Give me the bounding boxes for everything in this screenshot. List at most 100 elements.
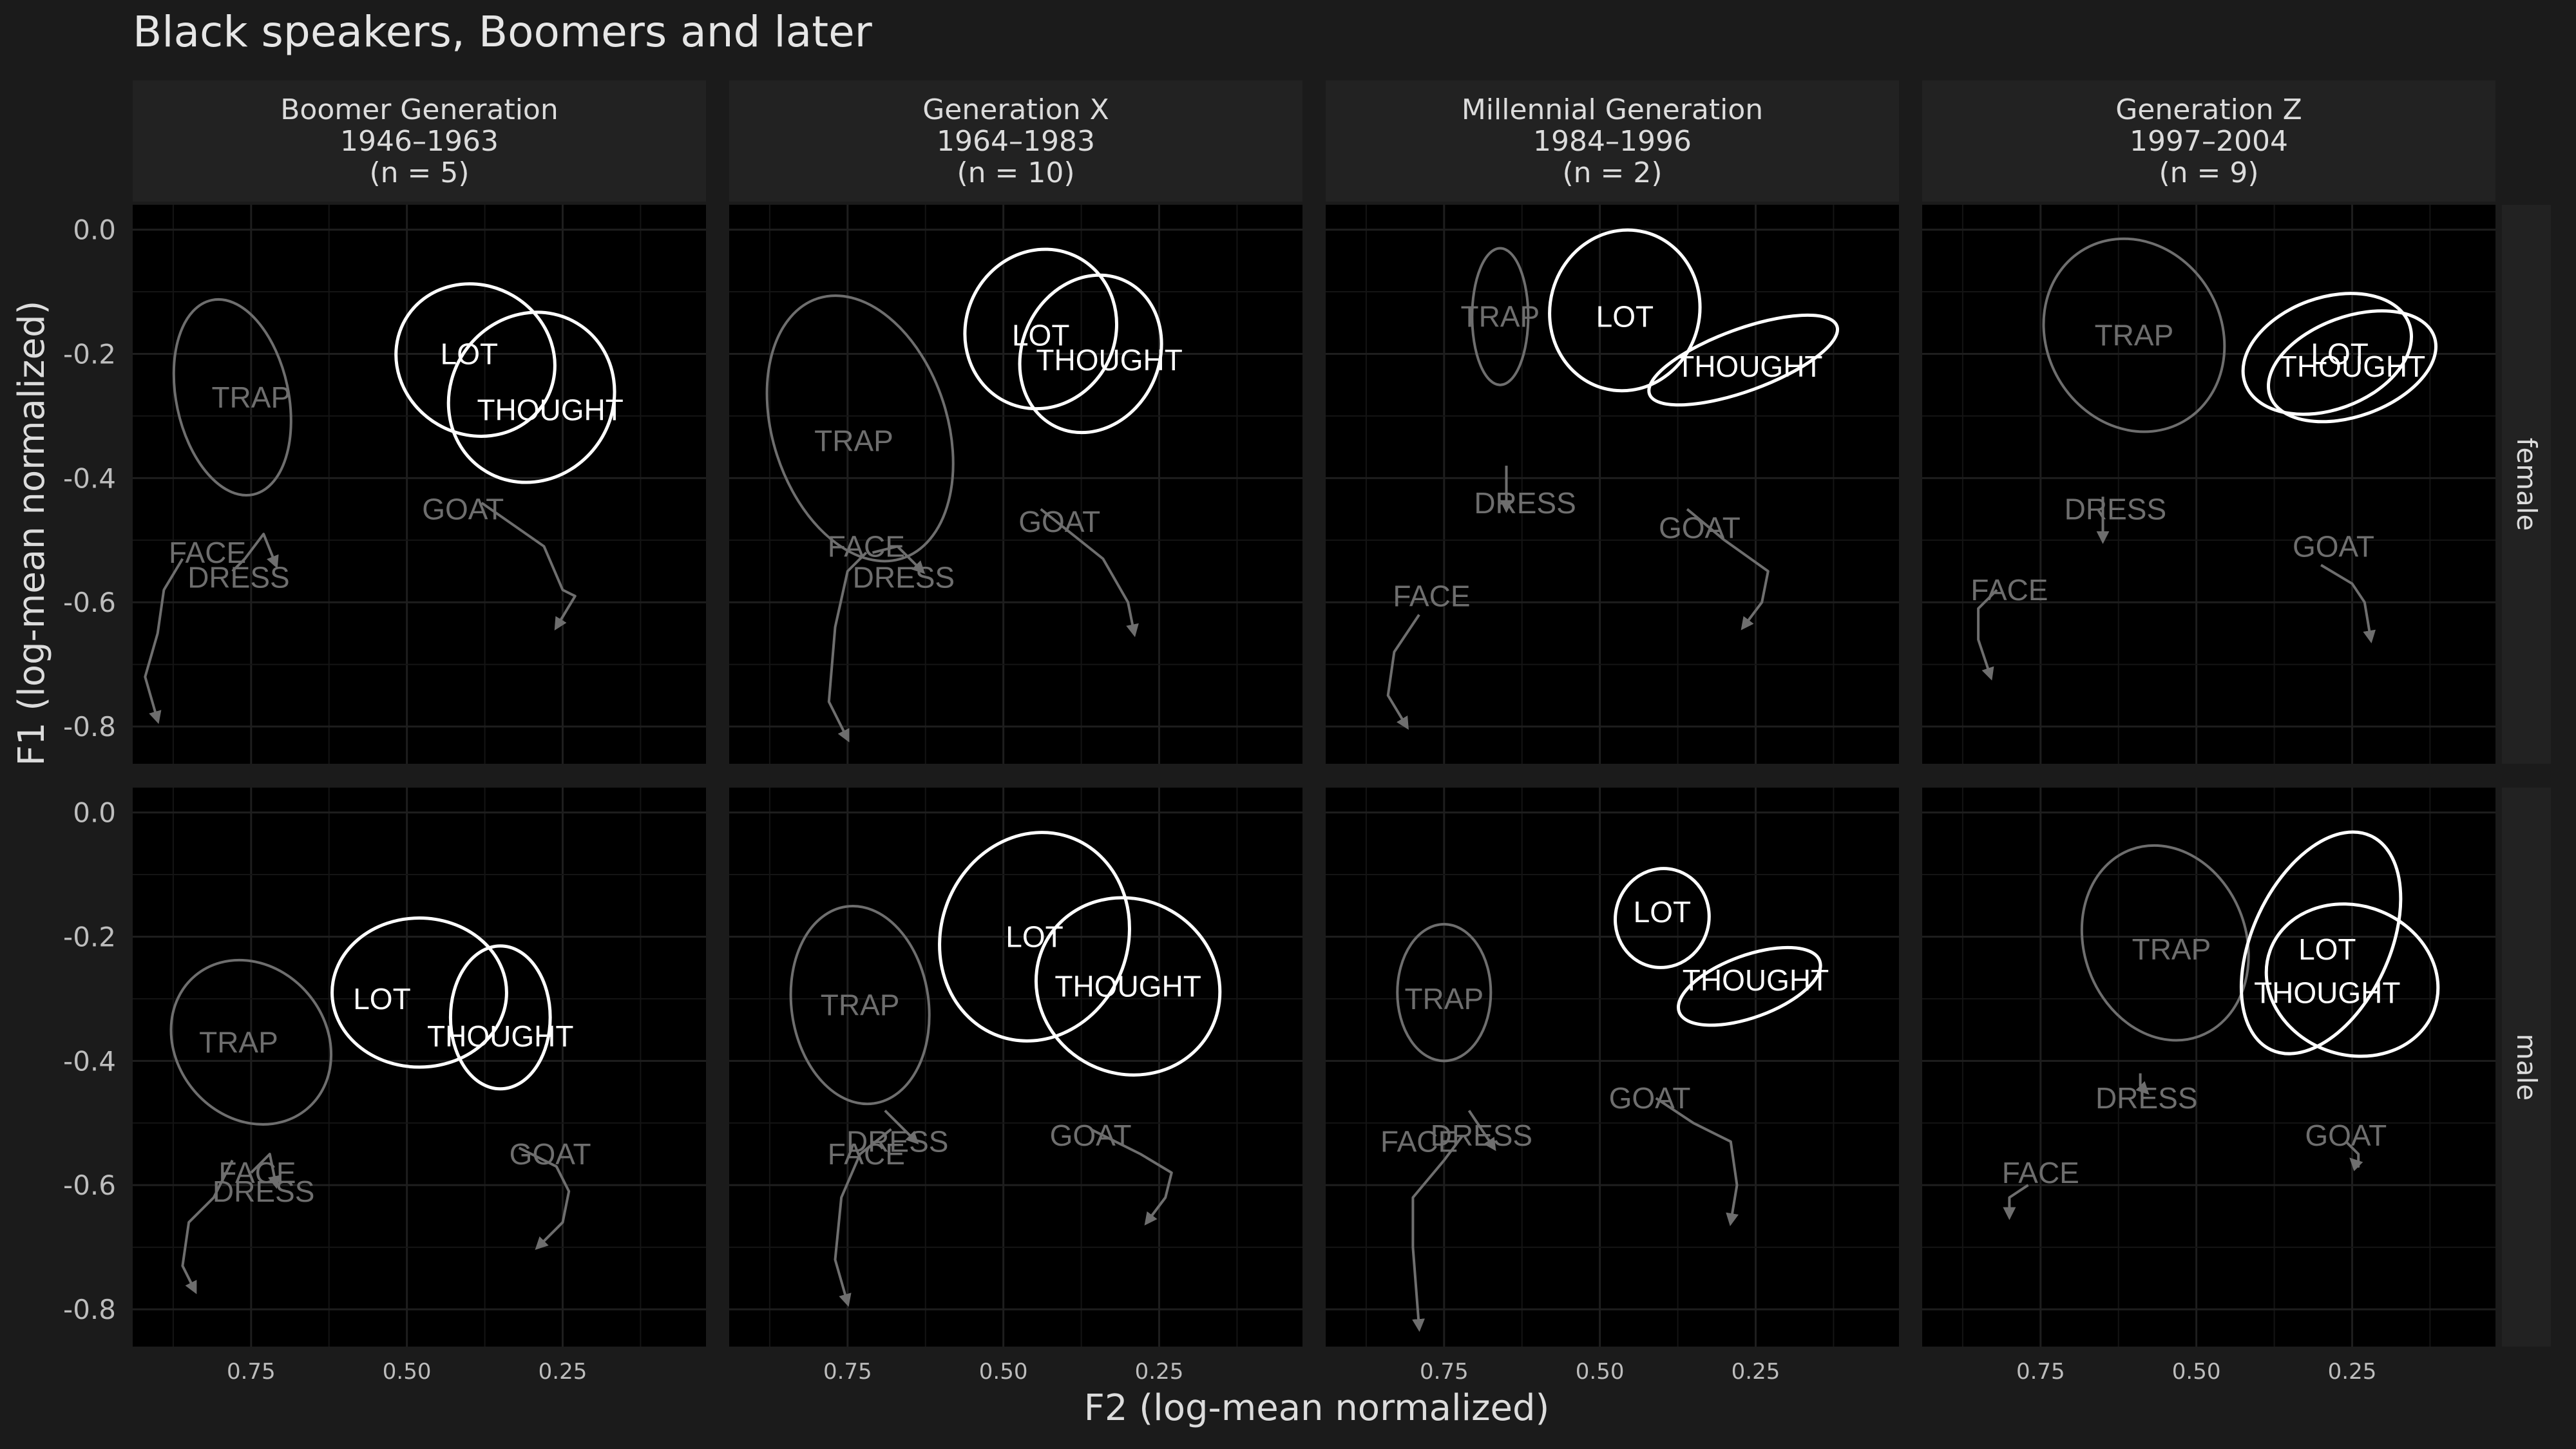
vowel-label-lot: LOT [1634,895,1691,929]
vowel-label-goat: GOAT [422,493,504,526]
trajectory-dress [1467,1110,1496,1151]
x-tick-label: 0.25 [1732,1359,1780,1385]
strip-label: Generation X [922,93,1109,126]
y-tick-label: -0.8 [63,711,116,743]
panel-background [729,788,1302,1347]
grid [729,788,1302,1347]
row-strip-label: male [2511,1034,2543,1101]
vowel-label-face: FACE [218,1156,296,1189]
panel-generation-z-male: FACE DRESS GOAT TRAP LOT THOUGHT [1922,788,2495,1347]
trajectory-goat [518,1146,571,1250]
vowel-label-goat: GOAT [510,1137,591,1171]
ellipse-thought [1647,313,1840,407]
ellipse-trap [2042,237,2226,433]
ellipse-thought [448,944,552,1091]
strip-label: (n = 9) [2159,156,2258,189]
trajectory-face [181,1159,234,1294]
vowel-label-face: FACE [2002,1156,2079,1189]
y-tick-label: -0.6 [63,587,116,618]
y-tick-label: 0.0 [73,214,116,246]
ellipse-trap [1471,247,1530,386]
y-tick-label: 0.0 [73,797,116,829]
vowel-label-thought: THOUGHT [1676,350,1822,383]
y-tick-label: -0.8 [63,1294,116,1325]
ellipse-lot [2239,830,2403,1056]
trajectory-face [834,1128,892,1307]
trajectory-goat [1686,508,1770,630]
vowel-label-goat: GOAT [1659,511,1741,545]
vowel-label-trap: TRAP [814,424,893,457]
ellipse-lot [394,282,557,438]
grid [1326,788,1899,1347]
x-tick-label: 0.50 [2172,1359,2221,1385]
x-tick-label: 0.75 [1420,1359,1469,1385]
strip-label: 1997–2004 [2130,125,2288,158]
ellipse-trap [789,905,931,1106]
vowel-label-trap: TRAP [1461,300,1540,334]
ellipse-lot [938,831,1131,1043]
strip-label: 1964–1983 [937,125,1095,158]
trajectory-face [1977,589,1998,681]
grid [1922,788,2495,1347]
vowel-label-trap: TRAP [821,989,900,1022]
vowel-label-lot: LOT [353,982,410,1016]
y-tick-label: -0.2 [63,338,116,370]
strip-background [2502,788,2551,1347]
panel-background [729,205,1302,764]
vowel-label-thought: THOUGHT [1054,970,1201,1003]
x-tick-label: 0.50 [979,1359,1028,1385]
vowel-label-dress: DRESS [2095,1081,2197,1115]
vowel-label-thought: THOUGHT [1036,343,1182,377]
ellipse-thought [1677,945,1822,1027]
panel-background [1326,205,1899,764]
ellipse-thought [1018,273,1163,435]
trajectory-face [1386,614,1420,730]
x-tick-label: 0.25 [539,1359,587,1385]
ellipse-trap [169,958,333,1126]
trajectory-face [1411,1134,1464,1332]
vowel-label-dress: DRESS [213,1175,314,1208]
y-tick-label: -0.2 [63,921,116,952]
ellipse-lot [2241,292,2413,416]
vowel-label-dress: DRESS [1474,486,1576,520]
strip-label: Millennial Generation [1462,93,1763,126]
panel-background [133,205,706,764]
vowel-label-lot: LOT [1596,300,1654,334]
vowel-label-thought: THOUGHT [427,1019,573,1053]
trajectory-face [144,558,184,724]
vowel-label-trap: TRAP [199,1025,278,1059]
x-tick-label: 0.50 [383,1359,432,1385]
chart-title: Black speakers, Boomers and later [133,7,873,57]
trajectory-goat [481,502,577,630]
x-tick-label: 0.75 [823,1359,872,1385]
vowel-label-thought: THOUGHT [477,393,623,426]
row-strip-label: female [2511,438,2543,531]
ellipse-thought [2264,902,2440,1058]
x-axis-title: F2 (log-mean normalized) [1084,1387,1550,1429]
vowel-label-trap: TRAP [1404,982,1484,1016]
trajectory-dress [872,545,926,574]
trajectory-dress [231,533,279,573]
vowel-label-thought: THOUGHT [2254,976,2400,1009]
x-tick-label: 0.25 [2328,1359,2377,1385]
strip-label: Generation Z [2115,93,2302,126]
ellipse-thought [1034,896,1222,1077]
vowel-label-lot: LOT [2311,337,2368,370]
vowel-label-lot: LOT [1006,920,1063,953]
vowel-label-dress: DRESS [846,1125,948,1159]
panel-millennial-generation-female: FACE DRESS GOAT TRAP LOT THOUGHT [1326,205,1899,764]
ellipse-trap [172,298,292,497]
vowel-label-trap: TRAP [211,381,291,414]
strip-label: Boomer Generation [280,93,558,126]
ellipse-trap [2080,844,2250,1042]
trajectory-dress [884,1110,919,1144]
strip-label: (n = 10) [957,156,1074,189]
trajectory-goat [1090,1128,1173,1226]
row-strip: female [2502,205,2551,764]
trajectory-dress [250,1153,281,1189]
panel-background [1922,205,2495,764]
